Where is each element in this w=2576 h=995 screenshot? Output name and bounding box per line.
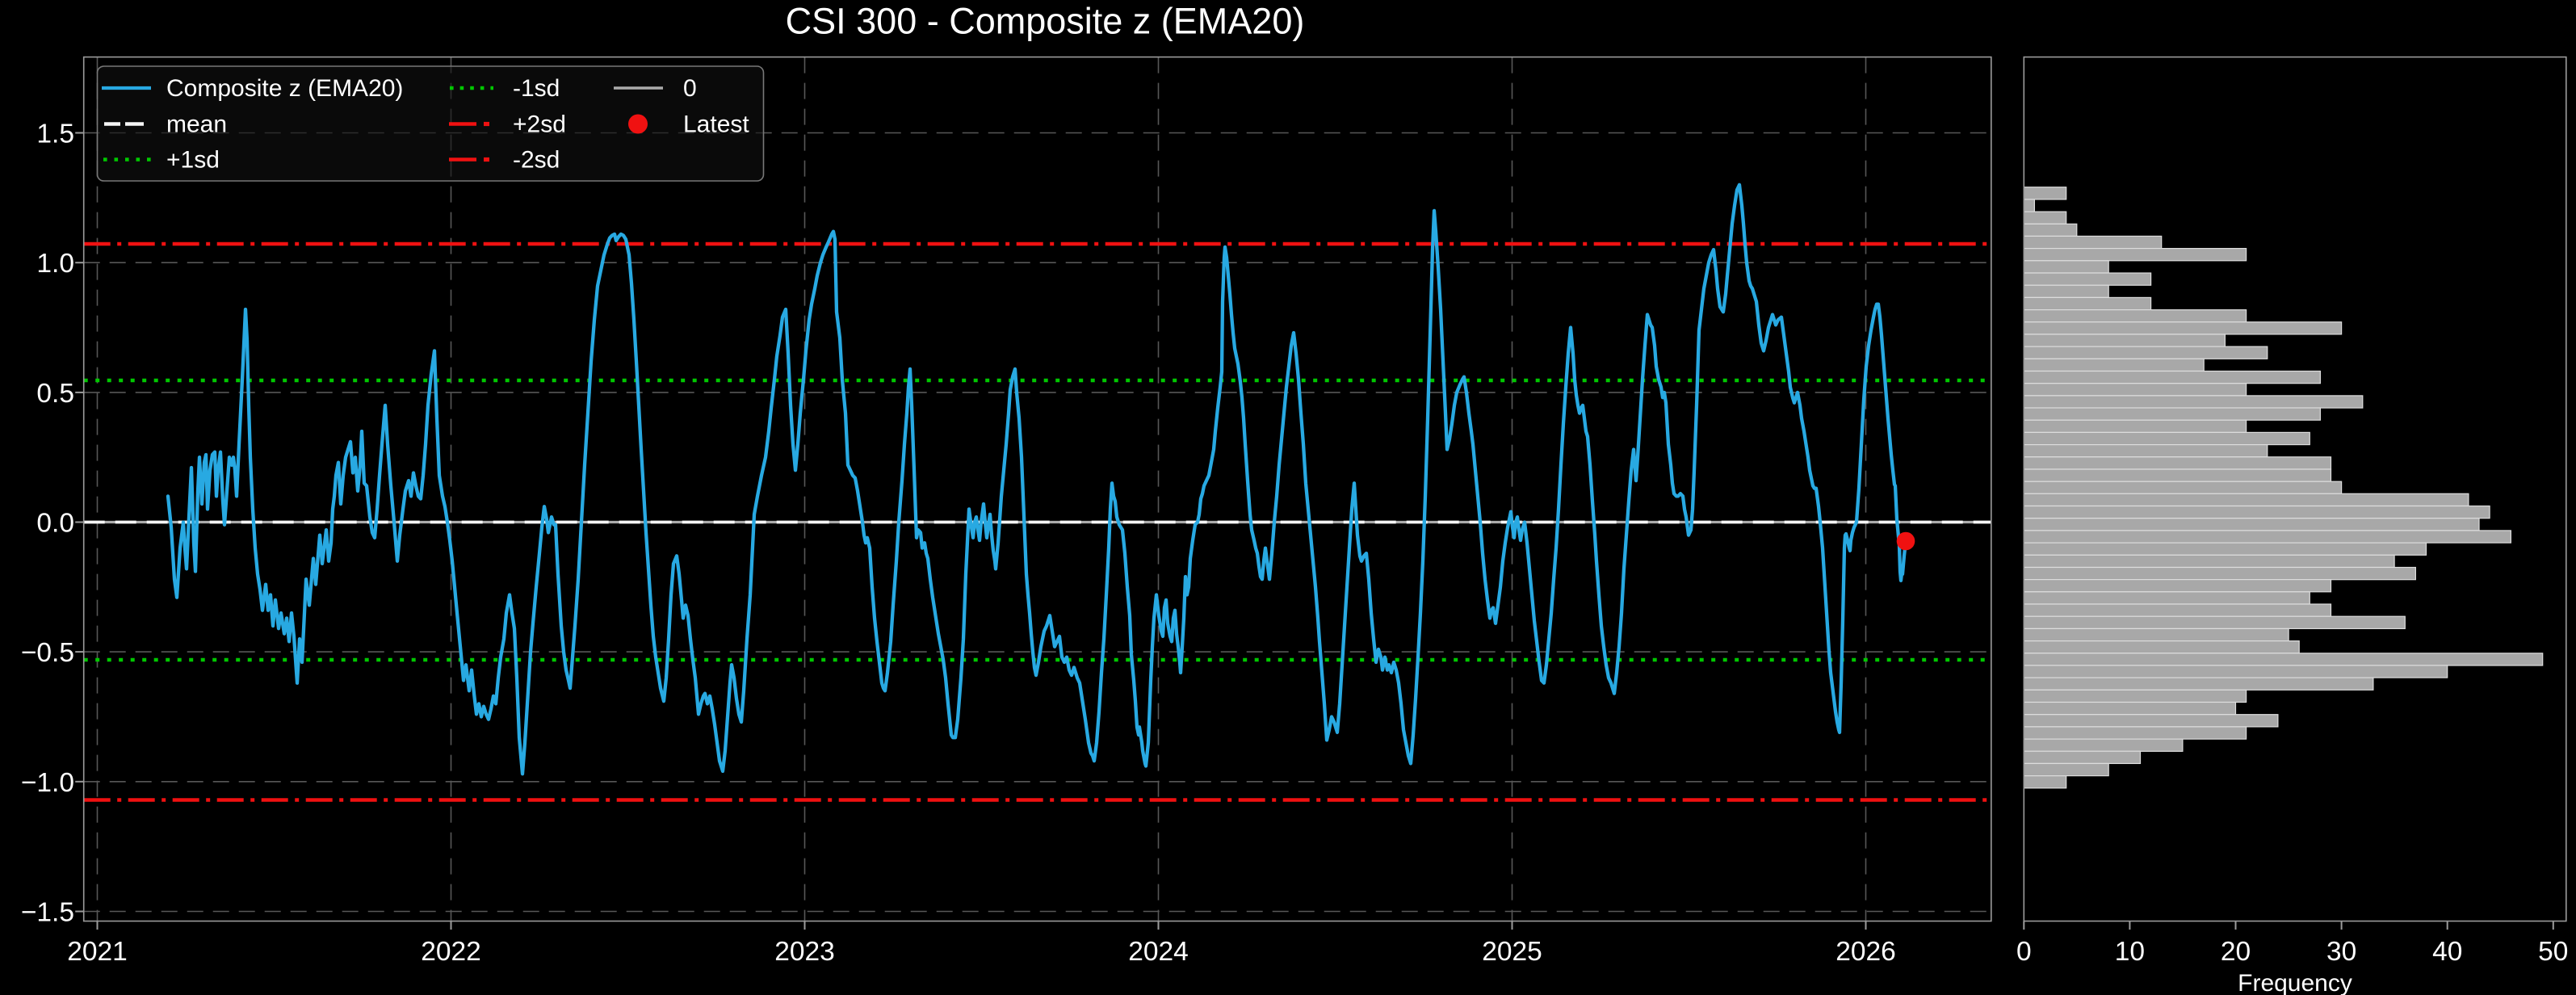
svg-text:1.5: 1.5 [36, 120, 74, 149]
svg-text:−1.5: −1.5 [21, 898, 74, 928]
svg-text:0: 0 [683, 75, 697, 102]
svg-text:50: 50 [2538, 937, 2568, 967]
svg-text:-1sd: -1sd [513, 75, 560, 102]
svg-text:30: 30 [2326, 937, 2356, 967]
svg-text:Latest: Latest [683, 111, 749, 138]
svg-text:0: 0 [2016, 937, 2032, 967]
svg-text:2025: 2025 [1482, 937, 1542, 967]
svg-text:20: 20 [2221, 937, 2251, 967]
svg-text:0.0: 0.0 [36, 509, 74, 539]
svg-text:10: 10 [2115, 937, 2145, 967]
svg-text:+2sd: +2sd [513, 111, 566, 138]
svg-text:2024: 2024 [1128, 937, 1189, 967]
svg-text:-2sd: -2sd [513, 147, 560, 174]
svg-text:+1sd: +1sd [166, 147, 220, 174]
svg-text:40: 40 [2432, 937, 2462, 967]
svg-text:Frequency: Frequency [2238, 970, 2352, 995]
svg-text:2022: 2022 [421, 937, 481, 967]
svg-text:0.5: 0.5 [36, 379, 74, 409]
svg-text:Composite z (EMA20): Composite z (EMA20) [166, 75, 403, 102]
svg-text:1.0: 1.0 [36, 249, 74, 279]
svg-text:2026: 2026 [1836, 937, 1896, 967]
svg-text:2023: 2023 [774, 937, 835, 967]
svg-text:−1.0: −1.0 [21, 768, 74, 798]
svg-text:−0.5: −0.5 [21, 638, 74, 668]
svg-text:mean: mean [166, 111, 227, 138]
svg-text:CSI 300 - Composite z (EMA20): CSI 300 - Composite z (EMA20) [786, 1, 1305, 42]
svg-text:2021: 2021 [67, 937, 128, 967]
